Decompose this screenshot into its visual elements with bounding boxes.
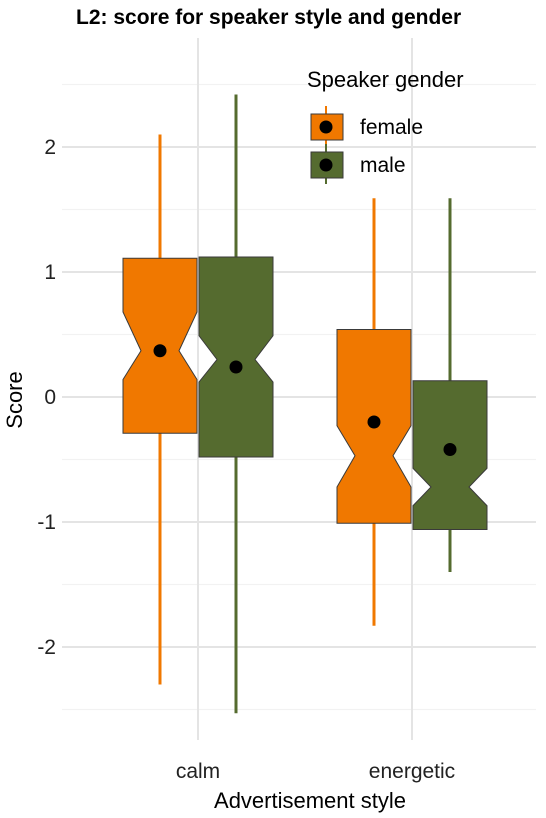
x-axis-ticks: calm energetic <box>176 760 455 783</box>
mean-point <box>229 360 243 374</box>
mean-point <box>153 344 167 358</box>
y-axis-title: Score <box>2 371 27 428</box>
y-axis-ticks: -2 -1 0 1 2 <box>37 136 56 659</box>
box-series <box>122 94 488 714</box>
y-tick-label: 2 <box>44 136 56 159</box>
major-gridlines <box>62 38 536 740</box>
x-axis-title: Advertisement style <box>214 788 406 813</box>
box-female-calm <box>122 134 198 685</box>
legend-label: female <box>360 116 423 139</box>
legend-label: male <box>360 154 406 177</box>
chart-title: L2: score for speaker style and gender <box>76 6 461 29</box>
legend-key-mean <box>319 120 333 134</box>
x-tick-label: calm <box>176 760 220 783</box>
y-tick-label: -2 <box>37 636 56 659</box>
y-tick-label: 1 <box>44 261 56 284</box>
y-tick-label: 0 <box>44 386 56 409</box>
legend-item-female: female <box>310 106 423 146</box>
box-male-calm <box>198 94 274 714</box>
mean-point <box>443 443 457 456</box>
notched-box <box>198 256 274 458</box>
y-tick-label: -1 <box>37 511 56 534</box>
box-female-energetic <box>336 198 412 626</box>
legend: Speaker gender female male <box>307 67 464 184</box>
box-male-energetic <box>412 198 488 572</box>
x-tick-label: energetic <box>369 760 455 783</box>
legend-key-mean <box>319 158 333 172</box>
mean-point <box>367 415 381 429</box>
legend-title: Speaker gender <box>307 67 464 92</box>
legend-keys: female male <box>310 106 423 184</box>
legend-item-male: male <box>310 144 406 184</box>
